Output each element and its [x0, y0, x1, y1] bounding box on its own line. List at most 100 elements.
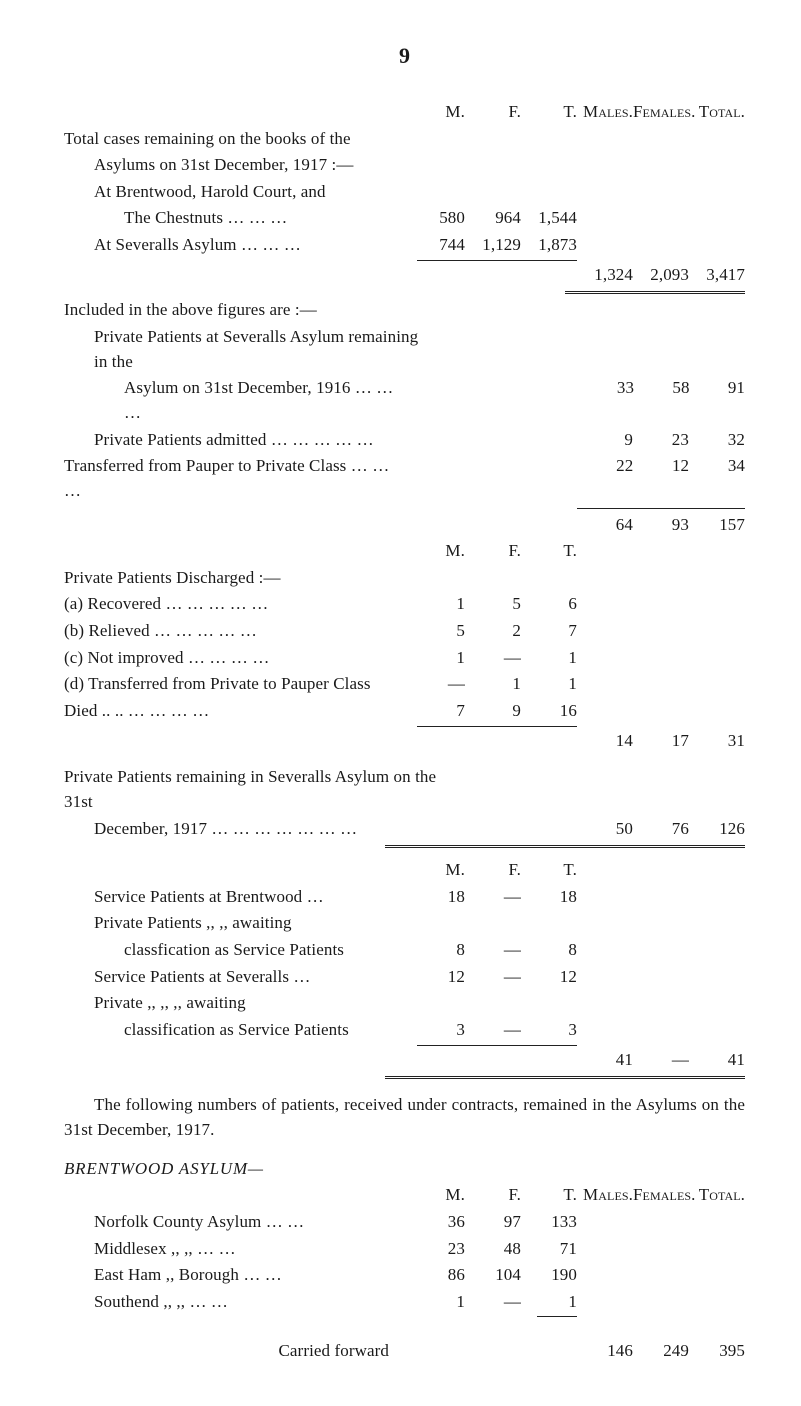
- val-f: 1: [465, 672, 521, 697]
- text: (c) Not improved … … … …: [64, 646, 409, 671]
- val-males: 22: [577, 454, 633, 479]
- val-t: 18: [521, 885, 577, 910]
- val-t: 71: [521, 1237, 577, 1262]
- text: Died .. .. … … … …: [64, 699, 409, 724]
- s1-grand: 1,324 2,093 3,417: [64, 263, 745, 288]
- rule: [577, 508, 745, 509]
- val-f: —: [465, 965, 521, 990]
- val-total: 395: [689, 1339, 745, 1364]
- s5-inner-rule: [64, 1045, 745, 1046]
- val-females: 76: [633, 817, 689, 842]
- s1-chestnuts: The Chestnuts … … … 580 964 1,544: [64, 206, 745, 231]
- s2-subtotal: 64 93 157: [64, 513, 745, 538]
- s2-included: Included in the above figures are :—: [64, 298, 745, 323]
- text: (d) Transferred from Private to Pauper C…: [64, 672, 409, 697]
- s1-severalls: At Severalls Asylum … … … 744 1,129 1,87…: [64, 233, 745, 258]
- text: Private Patients remaining in Severalls …: [64, 765, 436, 814]
- s3-discharged: Private Patients Discharged :—: [64, 566, 745, 591]
- hdr-females: Females.: [633, 100, 689, 125]
- text: Private Patients admitted … … … … …: [64, 428, 409, 453]
- val-m: 744: [409, 233, 465, 258]
- text: classification as Service Patients: [64, 1018, 409, 1043]
- hdr-m: M.: [409, 100, 465, 125]
- text: Private Patients at Severalls Asylum rem…: [64, 325, 434, 374]
- val-m: —: [409, 672, 465, 697]
- val-total: 31: [689, 729, 745, 754]
- val-f: —: [465, 938, 521, 963]
- s2-asylum-on: Asylum on 31st December, 1916 … … … 33 5…: [64, 376, 745, 425]
- val-males: 41: [577, 1048, 633, 1073]
- text: Middlesex ,, ,, … …: [64, 1237, 409, 1262]
- text: Private ,, ,, ,, awaiting: [64, 991, 409, 1016]
- s4-remaining: Private Patients remaining in Severalls …: [64, 765, 745, 814]
- val-males: 50: [577, 817, 633, 842]
- s6-paragraph: The following numbers of patients, recei…: [64, 1093, 745, 1142]
- val-m: 1: [409, 646, 465, 671]
- val-f: 48: [465, 1237, 521, 1262]
- text: Carried forward: [64, 1339, 409, 1364]
- s6-norfolk: Norfolk County Asylum … … 36 97 133: [64, 1210, 745, 1235]
- s6-brent-heading: BRENTWOOD ASYLUM—: [64, 1157, 745, 1182]
- val-t: 6: [521, 592, 577, 617]
- val-f: 1,129: [465, 233, 521, 258]
- val-females: 58: [634, 376, 689, 401]
- text: At Brentwood, Harold Court, and: [64, 180, 409, 205]
- hdr-f: F.: [465, 858, 521, 883]
- val-t: 1: [521, 646, 577, 671]
- val-males: 64: [577, 513, 633, 538]
- s3-inner-rule: [64, 726, 745, 727]
- val-females: 93: [633, 513, 689, 538]
- hdr-males: Males.: [577, 1183, 633, 1208]
- val-t: 1,873: [521, 233, 577, 258]
- val-t: 1,544: [521, 206, 577, 231]
- text: Norfolk County Asylum … …: [64, 1210, 409, 1235]
- rule-double: [565, 291, 745, 294]
- hdr-t: T.: [521, 858, 577, 883]
- val-females: —: [633, 1048, 689, 1073]
- s1-asylums-on: Asylums on 31st December, 1917 :—: [64, 153, 745, 178]
- text: Private Patients Discharged :—: [64, 566, 409, 591]
- val-females: 2,093: [633, 263, 689, 288]
- s6-southend: Southend ,, ,, … … 1 — 1: [64, 1290, 745, 1315]
- val-males: 9: [577, 428, 633, 453]
- val-total: 34: [689, 454, 745, 479]
- val-m: 18: [409, 885, 465, 910]
- header-full-2: M. F. T. Males. Females. Total.: [64, 1183, 745, 1208]
- text: Southend ,, ,, … …: [64, 1290, 409, 1315]
- val-t: 7: [521, 619, 577, 644]
- val-f: 97: [465, 1210, 521, 1235]
- text: December, 1917 … … … … … … …: [64, 817, 409, 842]
- val-m: 12: [409, 965, 465, 990]
- text: At Severalls Asylum … … …: [64, 233, 409, 258]
- val-total: 126: [689, 817, 745, 842]
- hdr-t: T.: [521, 100, 577, 125]
- rule-double-wide: [385, 845, 745, 848]
- hdr-m: M.: [409, 1183, 465, 1208]
- val-t: 16: [521, 699, 577, 724]
- val-f: —: [465, 1290, 521, 1315]
- s1-at-brentwood: At Brentwood, Harold Court, and: [64, 180, 745, 205]
- val-f: 5: [465, 592, 521, 617]
- val-males: 14: [577, 729, 633, 754]
- text: Total cases remaining on the books of th…: [64, 127, 409, 152]
- s3-b: (b) Relieved … … … … … 5 2 7: [64, 619, 745, 644]
- s5-priv-await: Private Patients ,, ,, awaiting: [64, 911, 745, 936]
- val-t: 190: [521, 1263, 577, 1288]
- s6-mini-rule: [64, 1316, 745, 1317]
- text: Service Patients at Severalls …: [64, 965, 409, 990]
- val-f: 964: [465, 206, 521, 231]
- hdr-m: M.: [409, 539, 465, 564]
- s6-carried: Carried forward 146 249 395: [64, 1339, 745, 1364]
- text: East Ham ,, Borough … …: [64, 1263, 409, 1288]
- s3-died: Died .. .. … … … … 7 9 16: [64, 699, 745, 724]
- text: Included in the above figures are :—: [64, 298, 409, 323]
- val-females: 23: [633, 428, 689, 453]
- val-m: 1: [409, 1290, 465, 1315]
- val-m: 3: [409, 1018, 465, 1043]
- s3-a: (a) Recovered … … … … … 1 5 6: [64, 592, 745, 617]
- val-t: 1: [521, 672, 577, 697]
- hdr-f: F.: [465, 539, 521, 564]
- s3-c: (c) Not improved … … … … 1 — 1: [64, 646, 745, 671]
- val-f: —: [465, 885, 521, 910]
- s4-december: December, 1917 … … … … … … … 50 76 126: [64, 817, 745, 842]
